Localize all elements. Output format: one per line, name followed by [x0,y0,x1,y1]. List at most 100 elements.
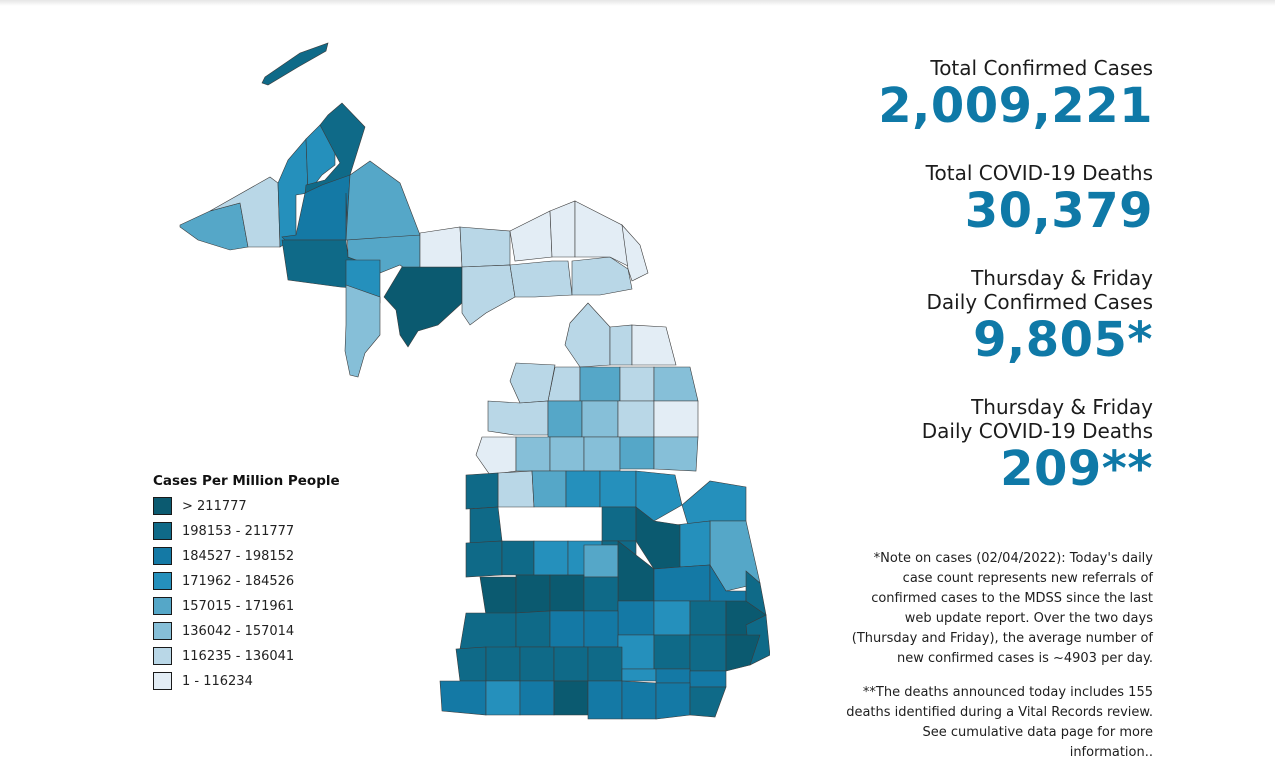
county-region [583,544,619,578]
county-region [583,436,621,472]
county-region [549,610,585,648]
county-region [653,564,711,602]
county-region [587,646,623,682]
county-region [553,646,589,682]
county-region [465,472,499,510]
map-svg [179,42,770,720]
county-region [479,576,517,616]
county-region [587,680,623,720]
county-region [619,436,655,470]
legend-swatch [153,647,172,665]
legend-item: 1 - 116234 [153,670,353,695]
county-region [345,160,421,241]
legend-item: 136042 - 157014 [153,620,353,645]
stat-value: 30,379 [964,183,1153,239]
stat-label: Total COVID-19 Deaths [925,161,1153,185]
county-region [553,680,589,716]
county-region [547,400,583,438]
legend-item: 184527 - 198152 [153,545,353,570]
county-region [601,506,637,542]
legend-swatch [153,497,172,515]
legend-title: Cases Per Million People [153,473,340,489]
county-region [497,470,535,508]
county-region [533,540,569,576]
legend: Cases Per Million People > 211777 198153 … [153,473,353,695]
county-region [519,680,555,716]
legend-item: 171962 - 184526 [153,570,353,595]
stat-total-cases: Total Confirmed Cases 2,009,221 [773,56,1153,161]
county-region [515,436,551,472]
stat-value: 9,805* [973,312,1153,368]
county-region [564,302,611,368]
county-region [617,600,655,636]
county-region [617,634,655,670]
legend-items: > 211777 198153 - 211777 184527 - 198152 17… [153,495,353,695]
legend-swatch [153,572,172,590]
county-region [689,670,727,688]
county-region [519,646,555,682]
legend-swatch [153,672,172,690]
county-region [653,400,699,438]
stat-daily-deaths: Thursday & Friday Daily COVID-19 Deaths … [773,395,1153,495]
legend-swatch [153,622,172,640]
county-region [565,470,601,508]
county-region [549,436,585,472]
county-region [455,646,487,682]
county-region [465,540,503,578]
county-region [344,284,381,378]
county-region [515,574,551,614]
county-region [439,680,487,716]
county-region [689,634,727,672]
county-region [653,436,699,472]
top-shadow [0,0,1275,6]
legend-label: 184527 - 198152 [182,549,295,564]
legend-label: 136042 - 157014 [182,624,295,639]
county-region [583,610,619,648]
stat-daily-cases: Thursday & Friday Daily Confirmed Cases … [773,266,1153,395]
legend-item: 157015 - 171961 [153,595,353,620]
stat-label: Total Confirmed Cases [930,56,1153,80]
county-region [681,480,747,526]
county-region [621,668,657,682]
county-region [383,266,463,348]
legend-label: 157015 - 171961 [182,599,295,614]
county-region [419,226,463,268]
michigan-choropleth-map [170,35,770,725]
county-region [531,470,567,508]
county-region [725,634,761,672]
county-region [653,366,699,402]
county-region [469,506,503,544]
stat-label: Thursday & Friday Daily Confirmed Cases [926,266,1153,314]
legend-label: 1 - 116234 [182,674,253,689]
stat-value: 2,009,221 [878,78,1153,134]
county-region [619,366,655,402]
county-region [653,600,691,636]
cases-note: *Note on cases (02/04/2022): Today's dai… [851,551,1153,666]
county-region [461,264,516,326]
legend-label: > 211777 [182,499,247,514]
legend-label: 198153 - 211777 [182,524,295,539]
county-region [689,600,727,636]
county-region [459,226,511,268]
county-region [579,366,621,402]
county-region [475,436,517,476]
stat-label: Thursday & Friday Daily COVID-19 Deaths [921,395,1153,443]
county-region [549,200,576,258]
county-region [653,634,691,670]
county-region [487,400,549,436]
county-region [609,324,633,366]
legend-label: 171962 - 184526 [182,574,295,589]
legend-swatch [153,597,172,615]
legend-label: 116235 - 136041 [182,649,295,664]
legend-swatch [153,522,172,540]
county-region [485,646,521,682]
county-region [549,574,585,612]
county-region [631,324,677,366]
county-region [509,260,573,298]
county-region [621,680,657,720]
legend-swatch [153,547,172,565]
county-region [655,668,691,684]
county-region [515,610,551,648]
stat-total-deaths: Total COVID-19 Deaths 30,379 [773,161,1153,266]
